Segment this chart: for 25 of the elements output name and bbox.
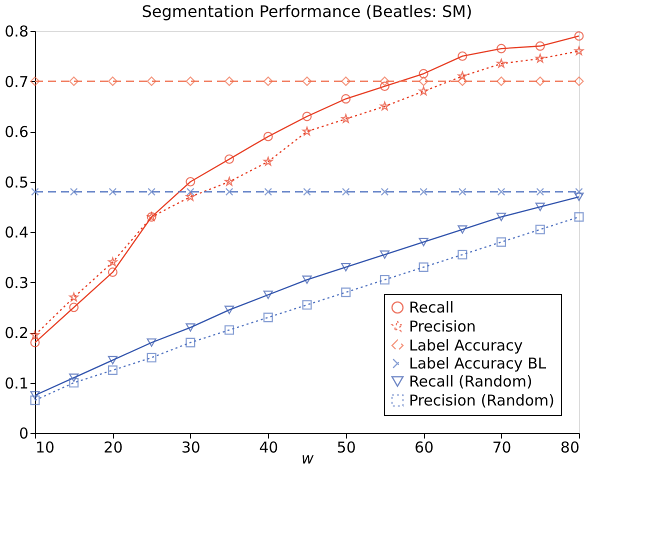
x-tick-label: 20 <box>104 438 123 456</box>
y-tick-label: 0.3 <box>4 274 28 292</box>
legend-label: Label Accuracy BL <box>409 354 547 372</box>
x-tick-label: 30 <box>181 438 200 456</box>
y-tick-label: 0.8 <box>4 22 28 40</box>
x-axis-title: w <box>301 450 314 468</box>
x-tick-label: 50 <box>336 438 356 456</box>
legend-label: Recall (Random) <box>409 372 532 390</box>
x-tick-label: 60 <box>414 438 434 456</box>
x-tick-label: 10 <box>36 438 55 456</box>
x-tick-label: 70 <box>492 438 512 456</box>
legend-label: Label Accuracy <box>409 336 523 354</box>
x-tick-label: 80 <box>560 438 580 456</box>
y-tick-label: 0.5 <box>4 173 28 192</box>
y-tick-label: 0.6 <box>4 123 28 141</box>
x-tick-label: 40 <box>259 438 278 456</box>
y-tick-label: 0.7 <box>4 72 28 91</box>
legend-label: Recall <box>409 298 454 316</box>
y-tick-label: 0.4 <box>4 224 28 242</box>
y-tick-label: 0.1 <box>4 374 28 392</box>
y-tick-label: 0 <box>18 424 28 442</box>
legend-label: Precision (Random) <box>409 392 555 410</box>
y-tick-label: 0.2 <box>4 324 28 342</box>
legend-label: Precision <box>409 318 476 336</box>
chart-title: Segmentation Performance (Beatles: SM) <box>142 2 472 21</box>
